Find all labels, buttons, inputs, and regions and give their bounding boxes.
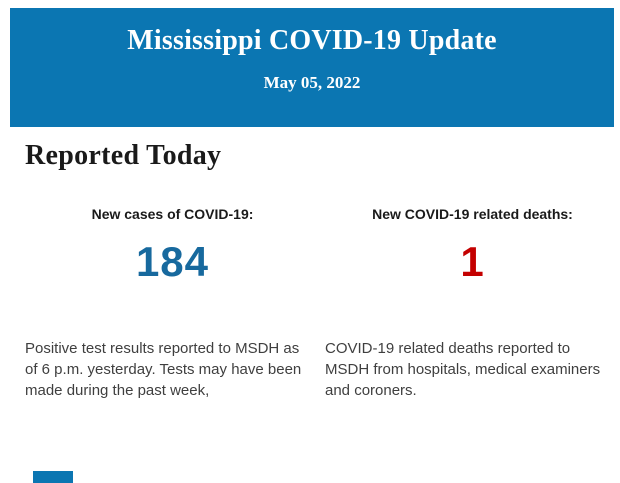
header-banner: Mississippi COVID-19 Update May 05, 2022	[10, 8, 614, 127]
next-section-banner-partial	[33, 471, 73, 483]
main-content: Reported Today New cases of COVID-19: 18…	[25, 140, 610, 401]
new-deaths-value: 1	[460, 238, 485, 285]
stat-new-deaths: New COVID-19 related deaths: 1 COVID-19 …	[325, 206, 620, 401]
new-deaths-description: COVID-19 related deaths reported to MSDH…	[325, 340, 601, 399]
section-title: Reported Today	[25, 140, 222, 171]
page-title: Mississippi COVID-19 Update	[127, 25, 497, 56]
new-cases-value: 184	[135, 238, 210, 285]
new-deaths-label: New COVID-19 related deaths:	[372, 206, 573, 222]
stats-grid: New cases of COVID-19: 184 Positive test…	[25, 206, 610, 401]
new-cases-label: New cases of COVID-19:	[91, 206, 254, 222]
report-date: May 05, 2022	[263, 73, 361, 92]
new-cases-description: Positive test results reported to MSDH a…	[25, 340, 302, 399]
stat-new-cases: New cases of COVID-19: 184 Positive test…	[25, 206, 320, 401]
